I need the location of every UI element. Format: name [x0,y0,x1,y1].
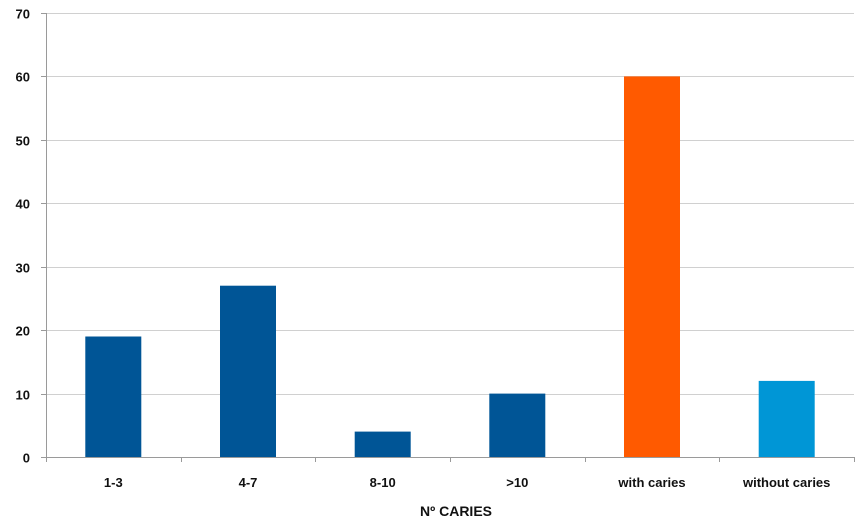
x-tick-labels: 1-3 4-7 8-10 >10 with caries without caries [104,475,831,490]
x-tick-label: 1-3 [104,475,123,490]
x-tick-label: >10 [506,475,528,490]
y-tick-label: 30 [16,261,30,276]
grid-lines [46,13,854,395]
x-tick-label: with caries [617,475,685,490]
bar-with-caries [624,76,680,458]
y-tick-label: 60 [16,70,30,85]
bar-8-10 [354,431,411,457]
bar-4-7 [220,285,276,457]
x-tick-label: 4-7 [239,475,258,490]
x-axis-title: Nº CARIES [420,503,492,519]
y-tick-label: 70 [16,7,30,22]
axes [41,13,855,462]
x-tick-label: without caries [742,475,830,490]
y-tick-label: 20 [16,324,30,339]
bar-1-3 [85,336,142,457]
y-tick-label: 10 [16,388,30,403]
y-tick-label: 0 [23,451,30,466]
y-tick-label: 50 [16,134,30,149]
y-tick-labels: 0 10 20 30 40 50 60 70 [16,7,30,466]
x-tick-label: 8-10 [370,475,396,490]
bars [85,76,815,458]
y-tick-label: 40 [16,197,30,212]
bar-without-caries [758,380,815,457]
bar-10 [489,393,546,457]
